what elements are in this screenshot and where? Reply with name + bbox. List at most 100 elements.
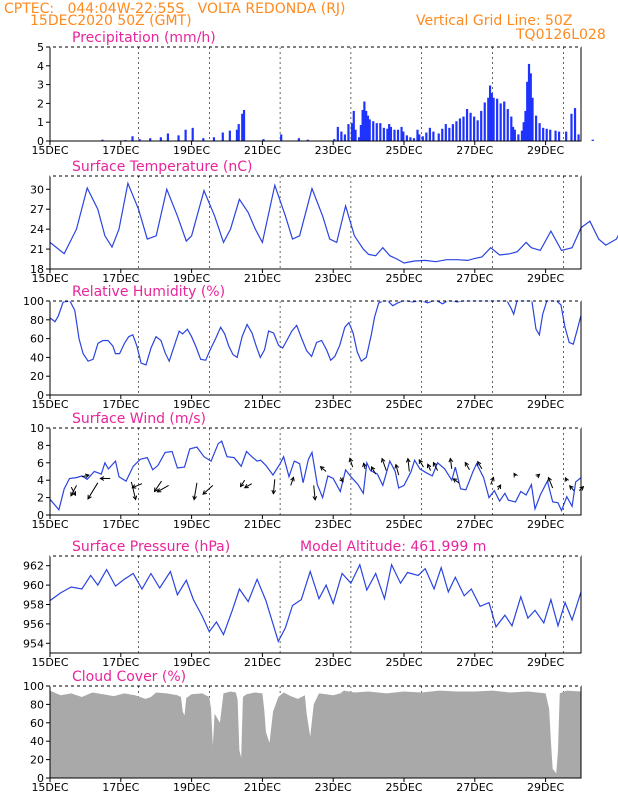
panel-subtitle: Model Altitude: 461.999 m [300, 539, 486, 555]
panel-1 [46, 46, 594, 145]
wind-arrow-head [290, 476, 295, 482]
precip-bar [534, 115, 538, 141]
precip-bar [476, 120, 479, 141]
wind-arrow [349, 458, 354, 468]
precip-bar [591, 139, 594, 141]
series-line [49, 300, 582, 366]
y-tick-label: 2 [37, 97, 44, 110]
wind-arrow [490, 477, 494, 485]
precip-bar [389, 126, 393, 141]
wind-arrow-head [71, 491, 77, 497]
precip-bar [297, 138, 300, 141]
wind-arrow-head [87, 494, 92, 500]
precip-bar [577, 134, 580, 141]
x-tick-label: 25DEC [385, 656, 422, 669]
y-tick-label: 80 [30, 698, 44, 711]
wind-arrow [395, 464, 400, 476]
wind-arrow [320, 466, 327, 472]
panel-title: Relative Humidity (%) [72, 284, 225, 300]
x-tick-label: 29DEC [527, 518, 564, 531]
precip-bar [101, 139, 104, 141]
precip-bar [538, 123, 541, 141]
y-tick-label: 3 [37, 79, 44, 92]
precip-bar [202, 138, 205, 141]
y-tick-label: 6 [37, 457, 44, 470]
wind-arrow-head [370, 466, 376, 471]
y-tick-label: 8 [37, 439, 44, 452]
x-tick-label: 17DEC [102, 518, 139, 531]
series-line [49, 440, 582, 513]
y-tick-label: 962 [23, 560, 44, 573]
precip-bar [499, 103, 502, 141]
precip-bar [462, 116, 465, 141]
panel-title: Cloud Cover (%) [72, 669, 186, 685]
wind-arrow [244, 483, 253, 489]
precip-bar [361, 109, 364, 141]
precip-bar [280, 134, 283, 141]
y-tick-label: 0 [37, 389, 44, 402]
wind-arrow-head [312, 495, 318, 501]
precip-bar [492, 97, 495, 141]
x-tick-label: 17DEC [102, 144, 139, 157]
wind-arrow [193, 482, 198, 500]
precip-bar [522, 122, 525, 141]
wind-arrow [130, 481, 137, 500]
x-tick-label: 29DEC [527, 656, 564, 669]
wind-arrow-head [239, 482, 245, 488]
wind-arrow-head [339, 477, 344, 483]
y-tick-label: 80 [30, 314, 44, 327]
x-tick-label: 21DEC [244, 398, 281, 411]
wind-arrow [132, 483, 143, 489]
wind-arrow-head [156, 488, 162, 493]
x-tick-label: 27DEC [456, 781, 493, 794]
y-tick-label: 30 [30, 183, 44, 196]
precip-bar [262, 139, 265, 141]
wind-arrow-head [99, 476, 105, 481]
panel-2 [46, 175, 618, 273]
wind-arrow-head [131, 484, 137, 489]
y-tick-label: 956 [23, 618, 44, 631]
precip-bar [336, 126, 339, 141]
precip-bar [529, 73, 532, 141]
wind-arrow [477, 461, 483, 470]
x-tick-label: 15DEC [31, 781, 68, 794]
y-tick-label: 4 [37, 474, 44, 487]
precip-bar [333, 139, 336, 141]
header-date: 15DEC2020 50Z (GMT) [30, 13, 192, 29]
wind-arrow [272, 479, 276, 494]
wind-arrow [81, 474, 89, 478]
x-tick-label: 19DEC [173, 144, 210, 157]
panel-frame [49, 300, 582, 396]
x-tick-label: 15DEC [31, 144, 68, 157]
precip-bar [352, 110, 355, 141]
precip-bar [184, 129, 187, 141]
wind-arrow-head [380, 457, 386, 463]
y-tick-label: 24 [30, 223, 44, 236]
x-tick-label: 17DEC [102, 398, 139, 411]
precip-bar [554, 130, 557, 141]
precip-bar [242, 109, 246, 141]
precip-bar [347, 124, 350, 141]
wind-arrow-head [418, 459, 423, 464]
precip-bar [405, 135, 408, 141]
precip-bar [527, 63, 531, 141]
wind-arrow-head [432, 461, 438, 467]
y-tick-label: 1 [37, 116, 44, 129]
precip-bar [375, 123, 378, 141]
wind-arrow-head [535, 473, 541, 479]
y-tick-label: 954 [23, 637, 44, 650]
precip-bar [513, 129, 516, 141]
panel-4 [46, 427, 585, 519]
precip-bar [354, 129, 357, 141]
y-tick-label: 18 [30, 263, 44, 276]
x-tick-label: 27DEC [456, 398, 493, 411]
wind-arrow [70, 485, 77, 497]
wind-arrow-head [426, 463, 432, 469]
precip-bar [159, 137, 162, 141]
precip-bar [191, 127, 194, 141]
wind-arrow-head [564, 476, 569, 482]
precip-bar [388, 124, 391, 141]
precip-bar [506, 109, 509, 141]
wind-arrow-head [84, 473, 90, 479]
x-tick-label: 15DEC [31, 656, 68, 669]
